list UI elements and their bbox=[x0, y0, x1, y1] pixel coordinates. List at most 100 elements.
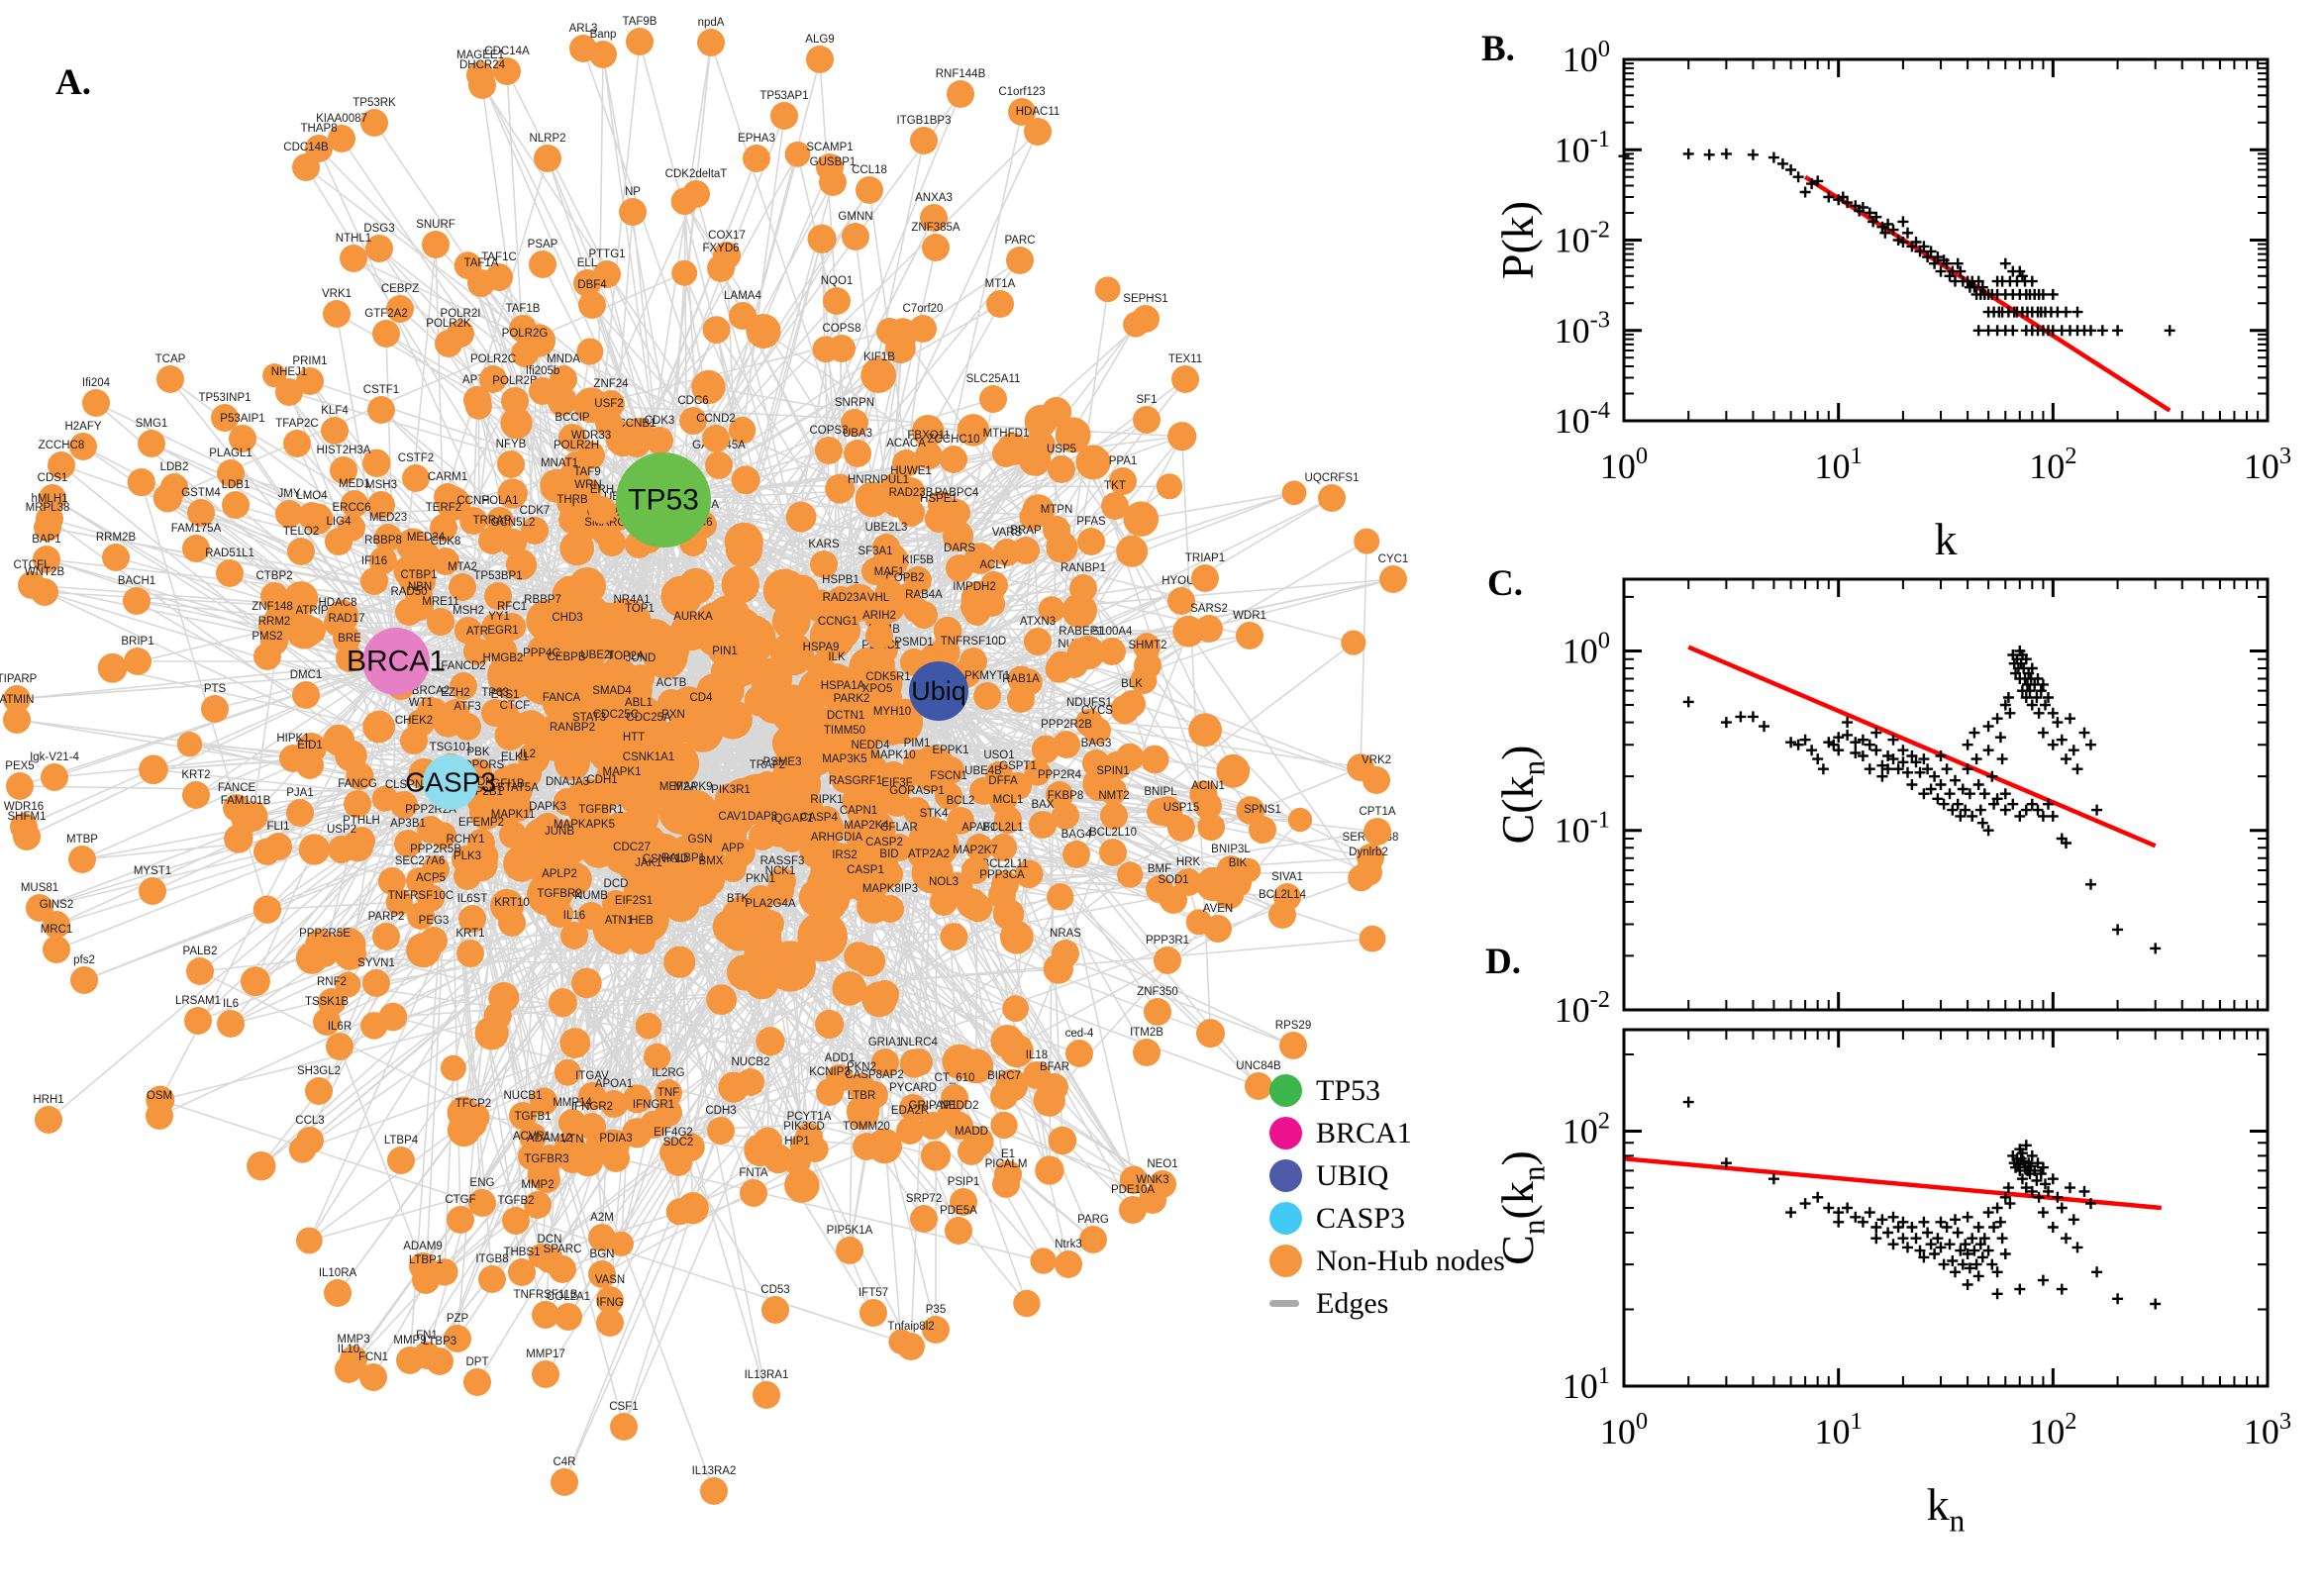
node-label: SDC2 bbox=[663, 1137, 694, 1148]
node-label: LDB2 bbox=[160, 461, 189, 473]
tick-label: 10-1 bbox=[1555, 807, 1610, 850]
node-label: CASP2 bbox=[865, 837, 903, 848]
fit-line bbox=[1687, 645, 2157, 848]
node-label: JUNB bbox=[545, 826, 574, 838]
node-label: MAPK10 bbox=[870, 749, 915, 761]
node-label: CTBP1 bbox=[400, 569, 437, 581]
node-label: HTT bbox=[623, 732, 645, 744]
node-label: BNIPL bbox=[1144, 786, 1177, 798]
node-label: TAF9B bbox=[623, 16, 657, 28]
tick-label: 102 bbox=[2029, 443, 2076, 486]
legend-item-brca1: BRCA1 bbox=[1269, 1112, 1505, 1154]
tick-label: 10-1 bbox=[1555, 126, 1610, 169]
node-label: MAPK1 bbox=[603, 766, 642, 778]
node-label: RNF2 bbox=[317, 976, 347, 988]
node-label: SCAMP1 bbox=[806, 142, 853, 153]
node-label: ACLY bbox=[979, 559, 1009, 571]
fit-line bbox=[1623, 1156, 2162, 1211]
node-label: ATXN3 bbox=[1020, 616, 1056, 628]
node-label: ACACA bbox=[886, 438, 926, 449]
node-label: TAF9 bbox=[573, 466, 600, 478]
node-label: GSTM4 bbox=[181, 487, 221, 499]
node-label: CDC14A bbox=[484, 46, 530, 57]
node-label: MEF2A bbox=[659, 781, 698, 793]
node-label: ANXA3 bbox=[915, 192, 953, 204]
node-label: JUND bbox=[626, 652, 656, 664]
node-label: TP53AP1 bbox=[759, 90, 808, 102]
node-label: SPNS1 bbox=[1244, 804, 1281, 816]
node-label: IL10RA bbox=[319, 1267, 357, 1279]
node-label: HYOU1 bbox=[1162, 575, 1201, 587]
node-label: EIF4G2 bbox=[654, 1127, 693, 1139]
node-label: AVEN bbox=[1203, 903, 1233, 915]
node-label: HEB bbox=[630, 915, 654, 927]
node-label: ACVR1 bbox=[513, 1131, 551, 1143]
tick-label: 10-2 bbox=[1555, 986, 1610, 1030]
tick-label: 100 bbox=[1600, 443, 1648, 486]
node-label: SF3A1 bbox=[858, 546, 892, 557]
tick-label: 100 bbox=[1600, 1408, 1648, 1451]
legend-item-edges: Edges bbox=[1269, 1282, 1505, 1325]
node-label: BIK bbox=[1229, 857, 1248, 869]
node-label: EIF2S1 bbox=[615, 895, 653, 907]
node-label: IL18 bbox=[1026, 1049, 1048, 1061]
node-label: SNURF bbox=[416, 219, 455, 231]
node-label: VASN bbox=[595, 1274, 625, 1286]
node-label: IFNG bbox=[596, 1297, 624, 1309]
node-label: CASP4 bbox=[800, 812, 838, 824]
node-label: CDS1 bbox=[38, 472, 68, 484]
node-label: RABEP1 bbox=[1059, 626, 1103, 638]
panel-label-d: D. bbox=[1485, 942, 1521, 982]
node-label: BGN bbox=[590, 1248, 615, 1260]
node-label: KLF4 bbox=[321, 405, 349, 417]
node-label: BMX bbox=[699, 855, 724, 867]
node-label: TGFBR3 bbox=[524, 1153, 568, 1165]
node-label: CTCFL bbox=[13, 559, 50, 571]
node-label: WDR16 bbox=[4, 801, 44, 813]
node-label: RAD23B bbox=[889, 487, 934, 499]
node-label: WT1 bbox=[409, 697, 433, 709]
node-label: RBBP7 bbox=[524, 594, 561, 606]
node-label: POLR2H bbox=[554, 440, 599, 451]
node-label: RASGRF1 bbox=[829, 775, 882, 787]
node-label: PPA1 bbox=[1109, 455, 1138, 467]
node-label: GFI1B bbox=[491, 778, 525, 790]
node-label: TP53INP1 bbox=[198, 392, 251, 404]
node-label: BRE bbox=[338, 633, 361, 645]
node-label: LIG4 bbox=[327, 516, 353, 528]
node-label: ACTB bbox=[656, 677, 687, 689]
node-label: CFLAR bbox=[880, 822, 918, 834]
node-label: MAF1 bbox=[874, 566, 905, 578]
node-label: HNRNPUL1 bbox=[848, 474, 909, 486]
node-label: ZNF385A bbox=[911, 222, 960, 234]
node-label: USO1 bbox=[983, 749, 1014, 761]
node-label: ABL1 bbox=[625, 697, 653, 709]
node-label: LDB1 bbox=[222, 479, 251, 491]
node-swatch-icon bbox=[1269, 1117, 1302, 1149]
node-label: UQCRFS1 bbox=[1305, 472, 1360, 484]
node-label: THBS1 bbox=[503, 1247, 540, 1258]
node-label: GRIA1 bbox=[868, 1037, 903, 1048]
node-label: UBE2I bbox=[580, 649, 613, 661]
node-label: DBF4 bbox=[577, 279, 607, 291]
node-label: IL2RG bbox=[652, 1067, 684, 1079]
node-label: FKBP8 bbox=[1048, 790, 1083, 802]
node-label: CHEK2 bbox=[395, 715, 433, 727]
node-label: BRIP1 bbox=[121, 636, 153, 648]
node-label: ZNF148 bbox=[252, 601, 293, 613]
node-label: Ifi204 bbox=[82, 377, 111, 389]
node-label: PMS2 bbox=[252, 631, 282, 643]
node-label: CCL18 bbox=[852, 164, 887, 176]
panel-label-a: A. bbox=[55, 62, 91, 103]
node-label: SMG1 bbox=[136, 418, 168, 430]
hub-label: Ubiq bbox=[911, 676, 966, 706]
node-label: PSME3 bbox=[763, 756, 802, 768]
node-label: ENG bbox=[470, 1177, 495, 1189]
node-label: MRC1 bbox=[41, 924, 73, 936]
node-label: RANBP2 bbox=[550, 722, 595, 734]
node-label: PKMYT1 bbox=[964, 670, 1010, 682]
node-label: TP53BP1 bbox=[473, 570, 522, 582]
axis-ticks bbox=[1622, 57, 2270, 423]
